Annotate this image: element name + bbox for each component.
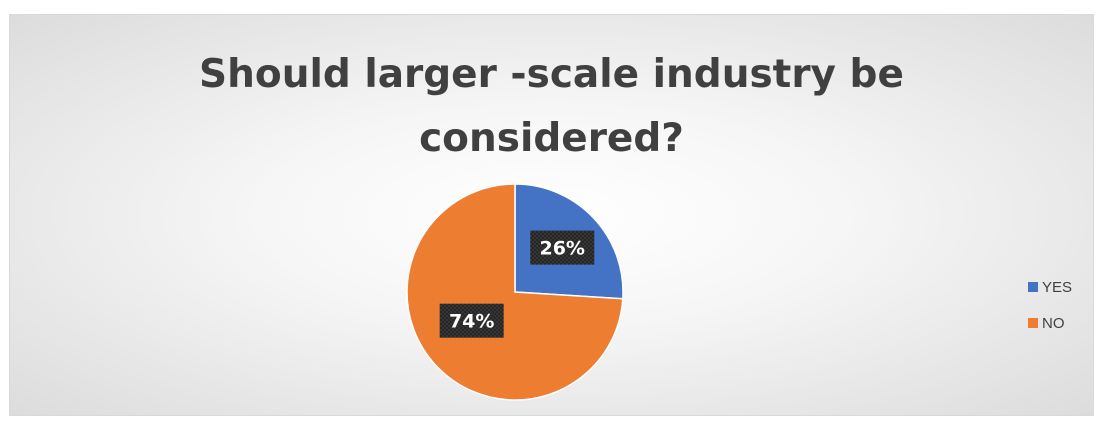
- chart-title: Should larger -scale industry be conside…: [10, 43, 1093, 171]
- pie-slice-no: [406, 183, 624, 401]
- data-label-box-no: [439, 303, 504, 338]
- legend-label-no: NO: [1042, 314, 1065, 332]
- chart-area: Should larger -scale industry be conside…: [9, 14, 1094, 416]
- legend-swatch-no: [1028, 318, 1038, 328]
- legend-label-yes: YES: [1042, 278, 1073, 296]
- legend-item-yes: YES: [1028, 277, 1072, 297]
- data-label-box-yes: [530, 230, 595, 265]
- legend: YES NO: [1028, 277, 1072, 349]
- data-label-no: 74%: [449, 311, 494, 333]
- chart-title-line-1: Should larger -scale industry be: [199, 52, 904, 97]
- legend-swatch-yes: [1028, 282, 1038, 292]
- pie-chart: 26% 74%: [406, 183, 624, 401]
- legend-item-no: NO: [1028, 313, 1072, 333]
- data-label-yes: 26%: [539, 238, 584, 260]
- chart-title-line-2: considered?: [419, 116, 684, 161]
